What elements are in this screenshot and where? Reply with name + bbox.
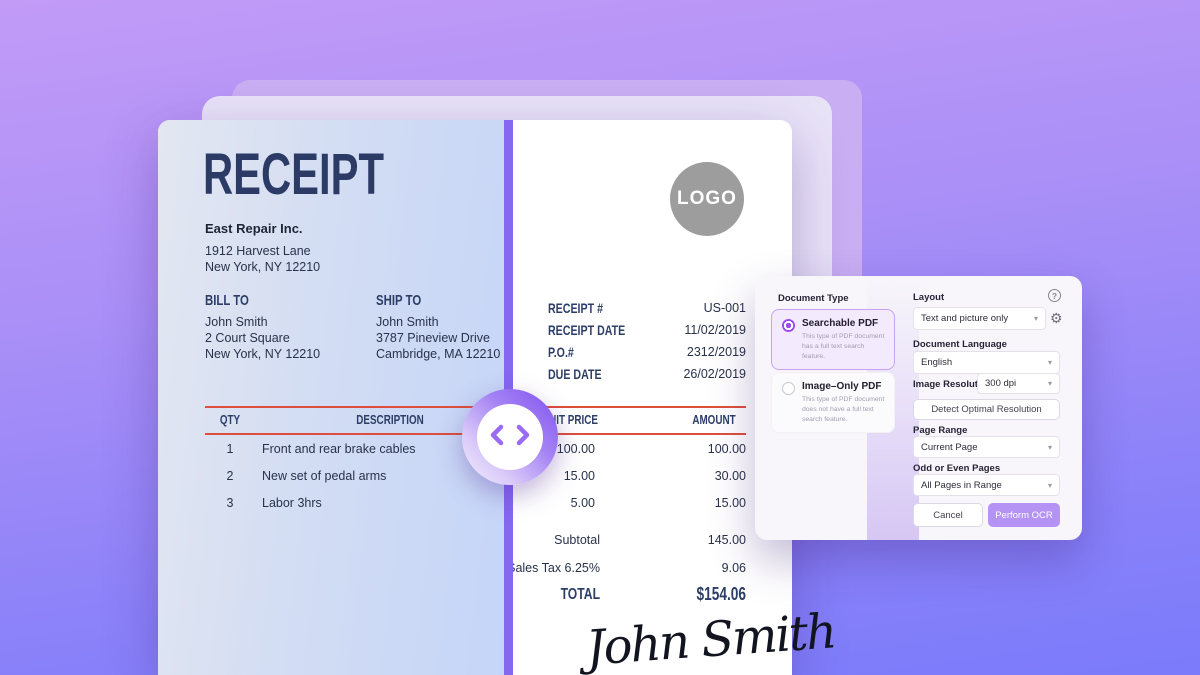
table-row-qty: 3 [226, 496, 234, 510]
company-name: East Repair Inc. [205, 221, 303, 236]
chevron-down-icon [1048, 357, 1052, 368]
compare-slider-handle-inner [477, 404, 543, 470]
chevron-right-icon [514, 423, 532, 452]
signature: John Smith [584, 603, 837, 675]
table-row-amount: 100.00 [707, 442, 746, 456]
layout-label: Layout [913, 292, 945, 303]
meta-value: 2312/2019 [686, 345, 746, 359]
help-icon[interactable] [1048, 289, 1061, 302]
option-description: This type of PDF document has a full tex… [802, 333, 885, 361]
document-language-dropdown[interactable]: English [913, 351, 1060, 374]
image-resolution-dropdown[interactable]: 300 dpi [977, 373, 1060, 394]
chevron-down-icon [1034, 313, 1038, 324]
ship-to-label: SHIP TO [376, 292, 422, 309]
receipt-image-side [158, 120, 504, 675]
option-title: Image–Only PDF [802, 381, 882, 392]
option-searchable-pdf[interactable]: Searchable PDF This type of PDF document… [771, 309, 895, 370]
description-header: DESCRIPTION [356, 412, 424, 427]
subtotal-label: Subtotal [554, 533, 600, 547]
table-row-description: New set of pedal arms [262, 469, 387, 483]
receipt-document: RECEIPT East Repair Inc. 1912 Harvest La… [158, 120, 837, 675]
meta-value: US-001 [703, 301, 746, 315]
page-range-dropdown[interactable]: Current Page [913, 436, 1060, 458]
document-type-label: Document Type [778, 293, 849, 304]
bill-to-address: John Smith 2 Court Square New York, NY 1… [205, 314, 320, 362]
ship-to-line: 3787 Pineview Drive [376, 331, 490, 345]
odd-even-pages-dropdown[interactable]: All Pages in Range [913, 474, 1060, 496]
page-range-label: Page Range [913, 425, 968, 436]
image-resolution-label: Image Resolution [913, 379, 993, 390]
document-language-value: English [921, 357, 953, 368]
page-range-value: Current Page [921, 441, 978, 453]
table-row-unit-price: 100.00 [556, 442, 595, 456]
meta-label: RECEIPT DATE [548, 322, 626, 338]
qty-header: QTY [219, 412, 241, 427]
bill-to-line: 2 Court Square [205, 331, 290, 345]
radio-selected-icon[interactable] [782, 319, 795, 332]
gear-icon[interactable] [1050, 310, 1063, 328]
company-address-line2: New York, NY 12210 [205, 260, 321, 274]
option-image-only-pdf[interactable]: Image–Only PDF This type of PDF document… [771, 372, 895, 433]
ocr-settings-panel: Document Type Searchable PDF This type o… [755, 276, 1082, 540]
amount-header: AMOUNT [692, 412, 736, 427]
meta-value: 11/02/2019 [684, 323, 746, 337]
ship-to-address: John Smith 3787 Pineview Drive Cambridge… [376, 314, 500, 362]
table-row-unit-price: 5.00 [570, 496, 595, 510]
bill-to-line: John Smith [205, 315, 268, 329]
total-value: $154.06 [696, 584, 746, 604]
option-description: This type of PDF document does not have … [802, 396, 885, 424]
chevron-down-icon [1048, 442, 1052, 453]
cancel-button-label: Cancel [933, 509, 963, 521]
chevron-down-icon [1048, 378, 1052, 389]
bill-to-label: BILL TO [205, 292, 249, 309]
sales-tax-label: Sales Tax 6.25% [507, 561, 600, 575]
chevron-down-icon [1048, 480, 1052, 491]
compare-slider-handle[interactable] [462, 389, 558, 485]
detect-optimal-resolution-button[interactable]: Detect Optimal Resolution [913, 399, 1060, 420]
chevron-left-icon [488, 423, 506, 452]
table-row-qty: 1 [226, 442, 234, 456]
company-address-line1: 1912 Harvest Lane [205, 244, 311, 258]
image-resolution-value: 300 dpi [985, 378, 1017, 389]
layout-dropdown-value: Text and picture only [921, 313, 1009, 324]
odd-even-pages-value: All Pages in Range [921, 479, 1002, 491]
table-row-qty: 2 [226, 469, 234, 483]
subtotal-value: 145.00 [707, 533, 746, 547]
odd-even-pages-label: Odd or Even Pages [913, 463, 1001, 474]
meta-label: RECEIPT # [548, 300, 603, 316]
perform-ocr-button-label: Perform OCR [995, 509, 1053, 521]
logo-placeholder: LOGO [670, 162, 744, 236]
table-row-description: Labor 3hrs [262, 496, 322, 510]
detect-optimal-resolution-label: Detect Optimal Resolution [931, 404, 1042, 415]
total-label: TOTAL [560, 586, 600, 603]
perform-ocr-button[interactable]: Perform OCR [988, 503, 1060, 527]
radio-unselected-icon[interactable] [782, 382, 795, 395]
ship-to-line: Cambridge, MA 12210 [376, 347, 501, 361]
document-language-label: Document Language [913, 339, 1007, 350]
ship-to-line: John Smith [376, 315, 439, 329]
option-title: Searchable PDF [802, 318, 879, 329]
layout-dropdown[interactable]: Text and picture only [913, 307, 1046, 330]
bill-to-line: New York, NY 12210 [205, 347, 321, 361]
table-row-amount: 15.00 [714, 496, 746, 510]
table-row-unit-price: 15.00 [563, 469, 595, 483]
sales-tax-value: 9.06 [721, 561, 746, 575]
meta-label: P.O.# [548, 344, 574, 360]
logo-text: LOGO [677, 188, 737, 209]
table-row-description: Front and rear brake cables [262, 442, 416, 456]
meta-value: 26/02/2019 [683, 367, 746, 381]
table-row-amount: 30.00 [714, 469, 746, 483]
receipt-title: RECEIPT [203, 142, 384, 207]
cancel-button[interactable]: Cancel [913, 503, 983, 527]
meta-label: DUE DATE [548, 366, 602, 382]
